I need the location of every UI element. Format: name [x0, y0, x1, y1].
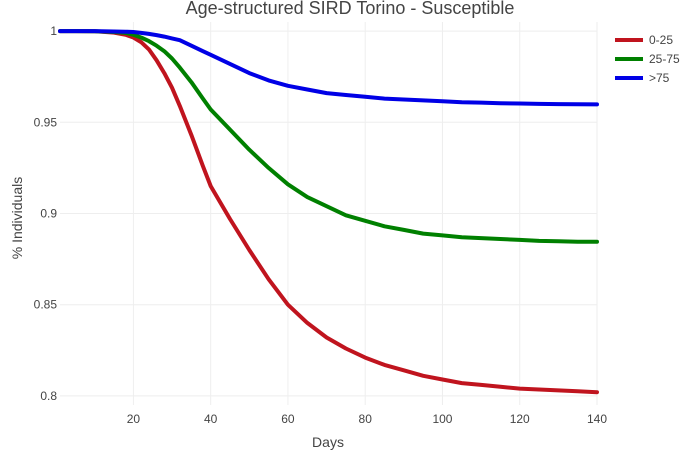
y-tick-label: 0.8 [40, 389, 57, 403]
x-tick-label: 20 [127, 412, 141, 426]
y-tick-label: 1 [50, 24, 57, 38]
y-axis-ticks: 0.8 0.85 0.9 0.95 1 [34, 24, 58, 403]
legend-label: 0-25 [649, 33, 673, 47]
grid [60, 22, 598, 405]
x-axis-ticks: 20 40 60 80 100 120 140 [127, 412, 608, 426]
y-axis-title: % Individuals [9, 177, 25, 260]
chart-title: Age-structured SIRD Torino - Susceptible [186, 0, 515, 18]
x-tick-label: 60 [281, 412, 295, 426]
series-lines [58, 29, 599, 395]
series-line-2 [58, 29, 599, 107]
legend-item-2[interactable]: >75 [615, 71, 670, 85]
y-tick-label: 0.85 [34, 298, 58, 312]
legend-item-1[interactable]: 25-75 [615, 52, 680, 66]
legend-label: 25-75 [649, 52, 680, 66]
y-tick-label: 0.95 [34, 115, 58, 129]
x-tick-label: 80 [359, 412, 373, 426]
series-line-1 [58, 29, 599, 244]
y-tick-label: 0.9 [40, 207, 57, 221]
legend[interactable]: 0-25 25-75 >75 [615, 33, 680, 85]
x-tick-label: 140 [587, 412, 607, 426]
x-tick-label: 100 [432, 412, 452, 426]
x-axis-title: Days [312, 434, 344, 450]
x-tick-label: 120 [510, 412, 530, 426]
legend-item-0[interactable]: 0-25 [615, 33, 673, 47]
legend-label: >75 [649, 71, 670, 85]
x-tick-label: 40 [204, 412, 218, 426]
series-line-0 [58, 29, 599, 395]
